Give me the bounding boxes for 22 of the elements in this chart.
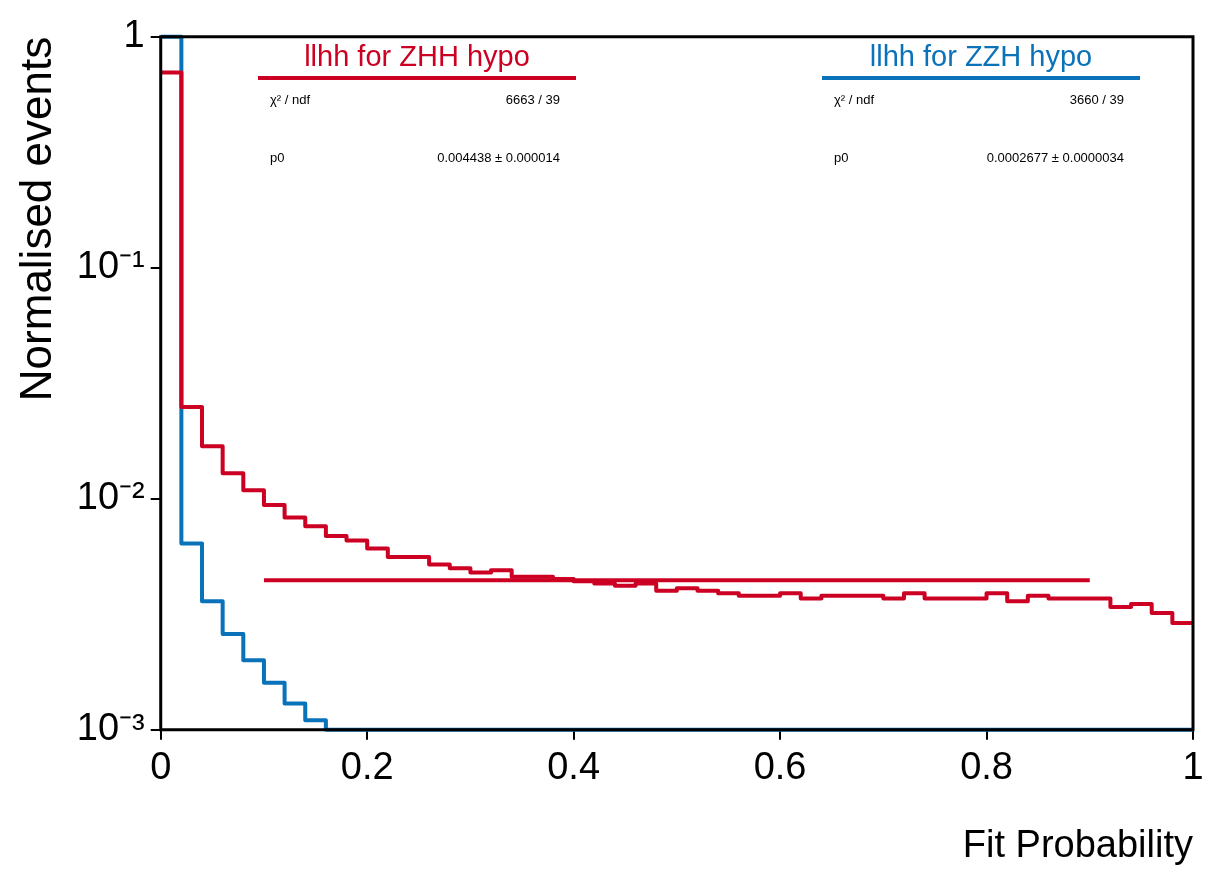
- y-tick-label: 10⁻²: [76, 475, 145, 518]
- annotation: χ² / ndf: [834, 92, 875, 107]
- x-tick-label: 0.8: [960, 745, 1013, 788]
- x-tick-label: 0.6: [753, 745, 807, 788]
- annotation: 3660 / 39: [1069, 92, 1124, 107]
- annotation: 0.0002677 ± 0.0000034: [986, 150, 1124, 165]
- y-axis-title: Normalised events: [10, 36, 60, 402]
- text: llhh for ZZH hypo: [868, 39, 1094, 74]
- x-tick-label: 1: [1182, 745, 1204, 788]
- x-tick-label: 0: [150, 745, 172, 788]
- x-tick-label: 0.2: [340, 745, 394, 788]
- y-tick-label: 10⁻¹: [76, 244, 145, 287]
- x-tick-label: 0.4: [547, 745, 601, 788]
- x-axis-title: Fit Probability: [962, 822, 1193, 865]
- annotation: p0: [834, 150, 849, 165]
- annotation: 6663 / 39: [505, 92, 560, 107]
- annotation: p0: [270, 150, 285, 165]
- annotation: χ² / ndf: [270, 92, 311, 107]
- text: llhh for ZHH hypo: [303, 39, 531, 74]
- annotation: 0.004438 ± 0.000014: [437, 150, 560, 165]
- y-tick-label: 1: [123, 13, 145, 56]
- y-tick-label: 10⁻³: [76, 706, 145, 749]
